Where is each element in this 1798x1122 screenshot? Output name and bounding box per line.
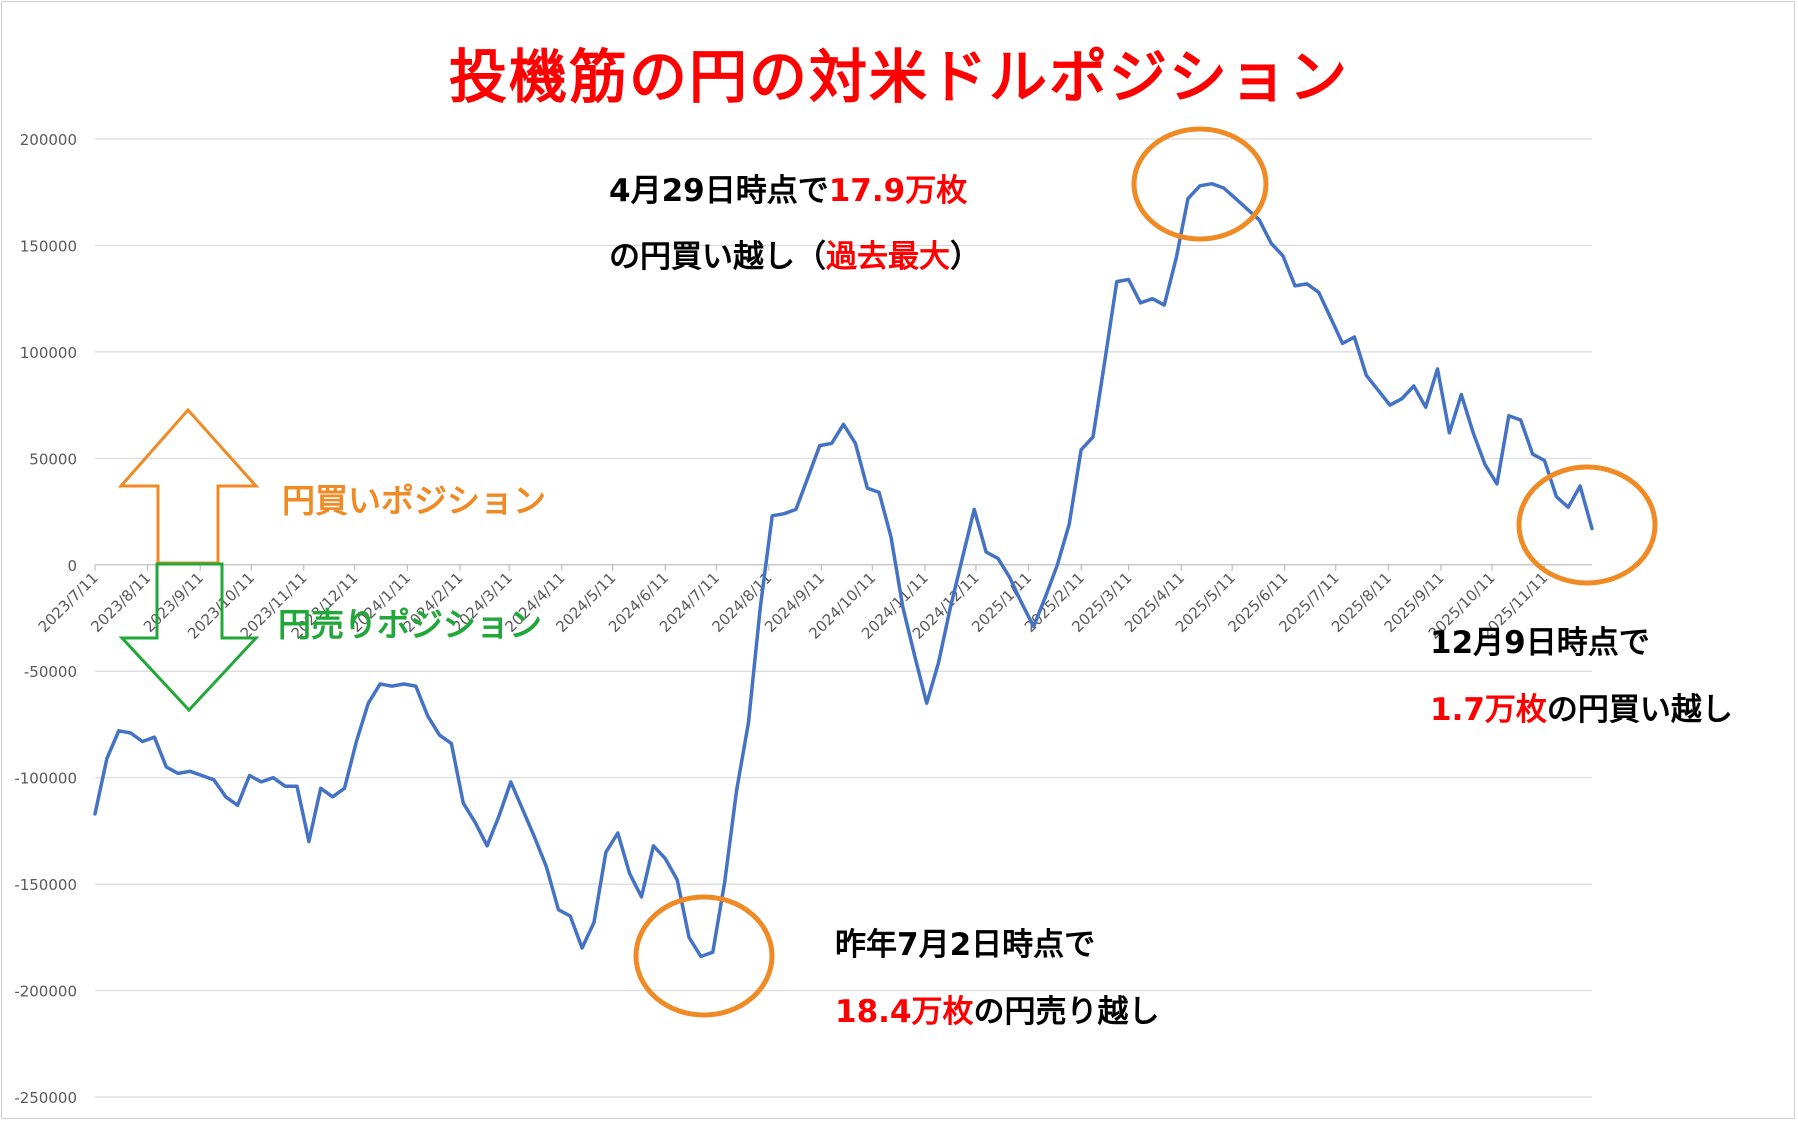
peak-value-text: 17.9万枚 <box>828 173 968 209</box>
y-tick-label: -250000 <box>14 1089 77 1107</box>
y-tick-label: 100000 <box>20 344 77 362</box>
buy-position-up-arrow <box>117 407 260 565</box>
sell-position-label: 円売りポジション <box>278 605 542 644</box>
peak-desc-text: の円買い越し（ <box>609 239 826 275</box>
yen-position-line <box>93 181 1594 959</box>
y-tick-label: 150000 <box>20 237 77 255</box>
latest-annotation-line1: 12月9日時点で <box>1430 625 1650 661</box>
y-tick-label: 0 <box>67 557 77 575</box>
latest-value-text: 1.7万枚 <box>1430 692 1547 728</box>
y-tick-label: -50000 <box>24 663 77 681</box>
peak-close-paren: ） <box>950 239 981 275</box>
trough-highlight-circle <box>633 894 775 1018</box>
sell-position-down-arrow <box>118 562 260 713</box>
latest-desc-text: の円買い越し <box>1546 692 1733 728</box>
y-tick-label: -100000 <box>14 770 77 788</box>
chart-title: 投機筋の円の対米ドルポジション <box>448 43 1349 111</box>
trough-desc-text: の円売り越し <box>973 994 1160 1030</box>
peak-highlight-circle <box>1131 126 1269 242</box>
latest-annotation-line2: 1.7万枚の円買い越し <box>1430 684 1733 729</box>
y-tick-label: 200000 <box>20 131 77 149</box>
peak-date-text: 4月29日時点で <box>609 173 829 209</box>
trough-annotation-line1: 昨年7月2日時点で <box>835 927 1096 963</box>
trough-value-text: 18.4万枚 <box>835 994 974 1030</box>
y-tick-label: -200000 <box>14 983 77 1001</box>
y-tick-label: 50000 <box>29 450 77 468</box>
trough-annotation-line2: 18.4万枚の円売り越し <box>835 986 1160 1031</box>
y-tick-label: -150000 <box>14 876 77 894</box>
peak-annotation-line2: の円買い越し（過去最大） <box>609 231 981 276</box>
peak-record-text: 過去最大 <box>826 239 950 275</box>
latest-highlight-circle <box>1516 464 1658 586</box>
peak-annotation-line1: 4月29日時点で17.9万枚 <box>609 165 967 210</box>
buy-position-label: 円買いポジション <box>282 481 546 520</box>
